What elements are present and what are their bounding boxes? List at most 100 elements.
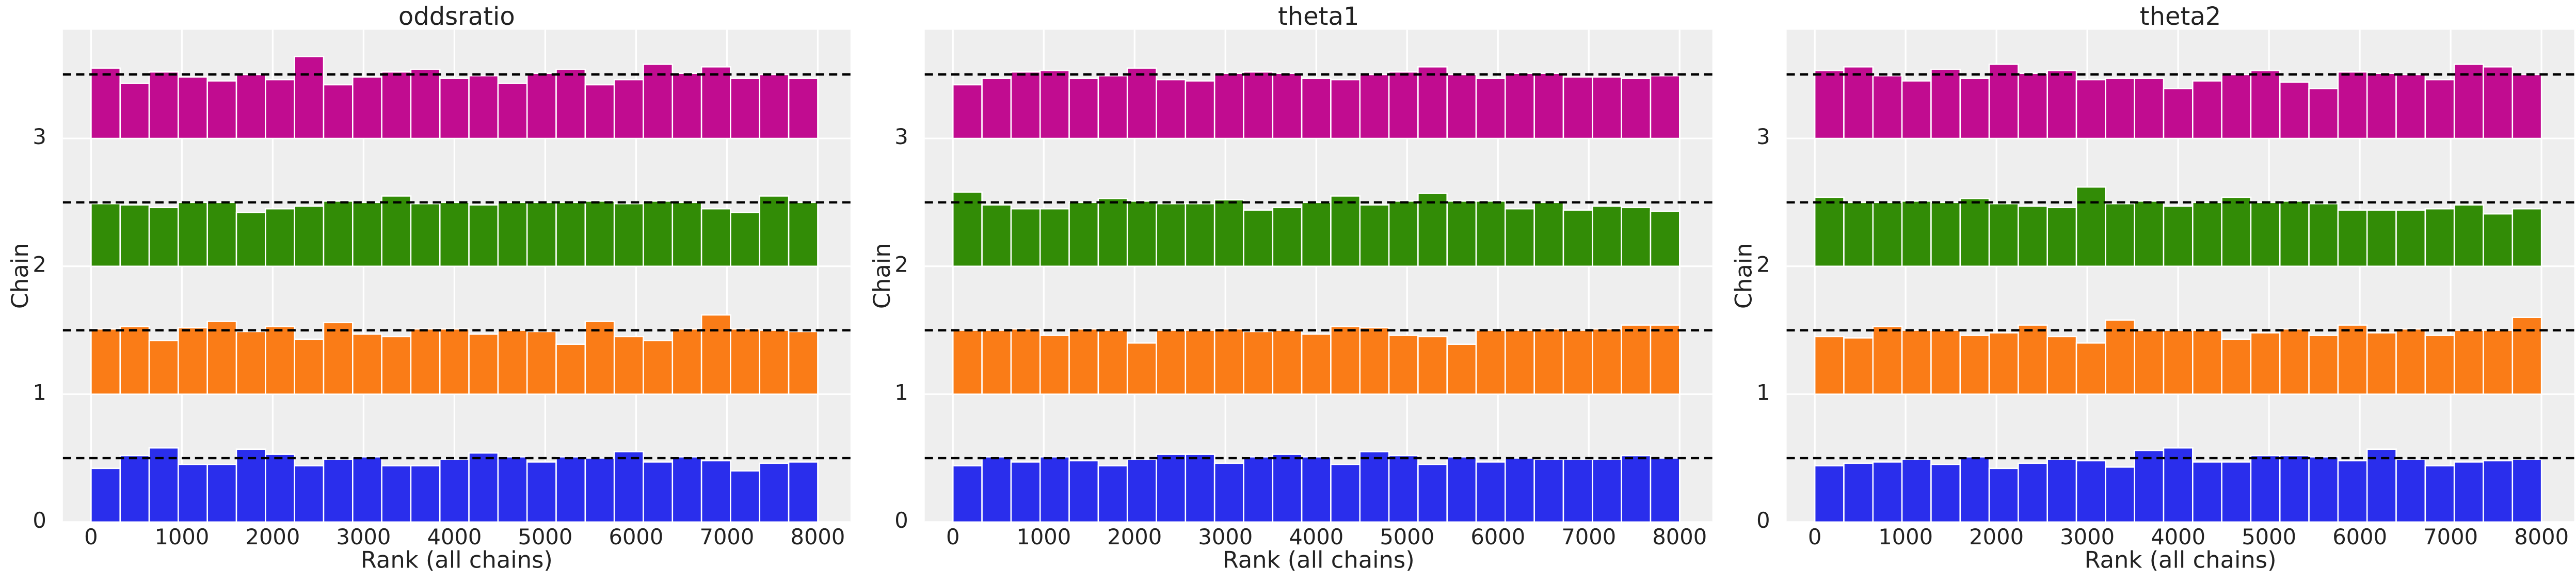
bar <box>381 195 412 267</box>
bar <box>759 195 790 267</box>
bar <box>671 328 702 395</box>
bar <box>1301 77 1332 139</box>
bar <box>1505 72 1535 139</box>
bar <box>1959 335 1990 395</box>
x-tick-label: 0 <box>1808 524 1821 549</box>
bar <box>1592 459 1622 523</box>
bar <box>613 78 644 139</box>
bar <box>2018 462 2048 523</box>
bar <box>148 447 179 523</box>
bar <box>1930 329 1961 395</box>
bar <box>1475 461 1506 523</box>
bar <box>2192 461 2222 523</box>
bar <box>643 461 674 523</box>
x-tick-label: 3000 <box>1198 524 1253 549</box>
bar <box>1388 200 1419 267</box>
x-tick-label: 8000 <box>790 524 845 549</box>
bar <box>1959 77 1990 139</box>
bar <box>235 212 266 267</box>
x-tick-label: 1000 <box>155 524 210 549</box>
bar <box>2308 335 2339 395</box>
bar <box>2424 208 2455 267</box>
bar <box>1097 465 1128 523</box>
bar <box>2366 72 2397 139</box>
bar <box>1213 72 1244 139</box>
bar <box>1388 454 1419 523</box>
bar <box>1621 207 1652 267</box>
bar <box>1213 328 1244 395</box>
bar <box>1621 77 1652 139</box>
bar <box>2366 332 2397 395</box>
bar <box>2250 332 2281 395</box>
bar <box>700 460 731 523</box>
bar <box>1959 198 1990 267</box>
bar <box>410 465 441 523</box>
bar <box>2366 448 2397 523</box>
x-axis-label: Rank (all chains) <box>361 546 553 574</box>
bar <box>497 329 528 395</box>
y-axis-label: Chain <box>6 243 34 309</box>
bar <box>1301 201 1332 267</box>
bar <box>1359 451 1390 523</box>
bar <box>1533 72 1564 139</box>
x-tick-label: 6000 <box>609 524 663 549</box>
bar <box>2337 460 2368 523</box>
bar <box>439 201 470 267</box>
bar <box>1901 200 1932 267</box>
bar <box>788 331 819 395</box>
bar <box>1417 336 1448 395</box>
bar <box>2511 208 2542 267</box>
bar <box>1446 73 1477 139</box>
bar <box>235 73 266 139</box>
bar <box>265 208 295 267</box>
bar <box>2395 209 2426 267</box>
bar <box>119 325 150 395</box>
bar <box>2395 459 2426 523</box>
bar <box>148 71 179 139</box>
bar <box>700 66 731 139</box>
bar <box>1475 77 1506 139</box>
bar <box>206 320 237 395</box>
bar <box>1156 78 1187 139</box>
bar <box>1988 203 2019 267</box>
bar <box>1126 459 1157 523</box>
bar <box>759 462 790 523</box>
bar <box>90 67 121 139</box>
bar <box>1156 329 1187 395</box>
bar <box>2018 206 2048 267</box>
bar <box>1988 332 2019 395</box>
bar <box>730 328 761 395</box>
x-tick-label: 3000 <box>2060 524 2115 549</box>
bar <box>352 76 382 139</box>
chart-title: oddsratio <box>398 2 515 31</box>
bar <box>90 467 121 523</box>
bar <box>1039 70 1070 139</box>
bar <box>1068 460 1099 523</box>
bar <box>1505 208 1535 267</box>
bar <box>671 201 702 267</box>
y-tick-label: 3 <box>33 124 46 149</box>
x-tick-label: 2000 <box>1969 524 2024 549</box>
bar <box>352 333 382 395</box>
bar <box>1330 464 1361 523</box>
chart-title: theta2 <box>2140 2 2221 31</box>
bar <box>1213 462 1244 523</box>
bar <box>2105 466 2135 523</box>
bar <box>265 453 295 523</box>
bar <box>1475 329 1506 395</box>
x-tick-label: 1000 <box>1878 524 1933 549</box>
bar <box>2366 209 2397 267</box>
bar <box>1843 462 1874 523</box>
y-tick-label: 1 <box>894 380 908 405</box>
bar <box>178 464 208 523</box>
bar <box>2046 70 2077 139</box>
bar <box>1068 201 1099 267</box>
bar <box>323 322 354 395</box>
bar <box>1388 335 1419 395</box>
bar <box>584 320 615 395</box>
bar <box>1814 336 1845 395</box>
bar <box>90 328 121 395</box>
bar <box>1475 200 1506 267</box>
bar <box>1156 453 1187 523</box>
